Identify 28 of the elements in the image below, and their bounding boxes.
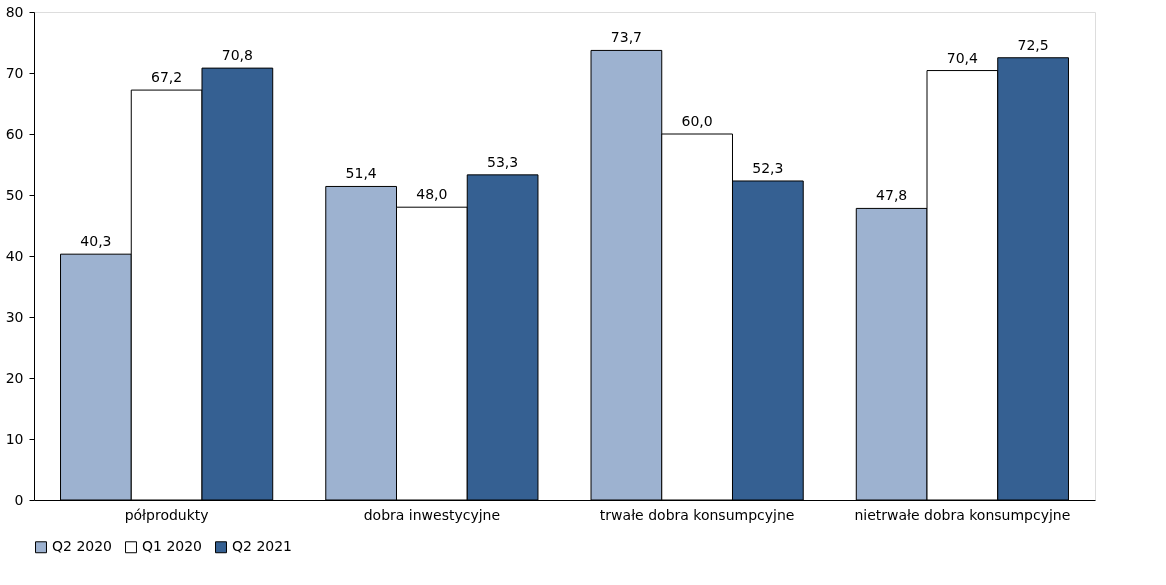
- x-tick-label: trwałe dobra konsumpcyjne: [599, 506, 795, 523]
- data-label: 48,0: [416, 186, 448, 203]
- y-tick-label: 60: [5, 125, 24, 142]
- y-tick-label: 30: [5, 308, 24, 325]
- data-label: 60,0: [681, 113, 713, 129]
- data-label: 73,7: [610, 29, 642, 46]
- data-label: 52,3: [752, 159, 784, 176]
- y-tick-label: 0: [14, 491, 24, 508]
- data-label: 70,4: [946, 49, 979, 66]
- x-tick-label: dobra inwestycyjne: [363, 506, 501, 523]
- x-tick-label: półprodukty: [124, 506, 209, 523]
- y-tick-label: 50: [5, 186, 24, 203]
- y-tick-label: 20: [5, 369, 24, 386]
- legend-label: Q1 2020: [142, 538, 203, 555]
- y-tick-label: 10: [5, 430, 24, 447]
- data-label: 40,3: [80, 233, 112, 250]
- data-label: 53,3: [487, 153, 519, 170]
- data-label: 51,4: [345, 165, 377, 182]
- data-label: 67,2: [151, 69, 183, 86]
- x-tick-label: nietrwałe dobra konsumpcyjne: [854, 506, 1071, 523]
- legend-label: Q2 2021: [232, 538, 293, 555]
- legend-label: Q2 2020: [52, 538, 113, 555]
- data-label: 70,8: [221, 47, 253, 64]
- y-tick-label: 40: [5, 247, 24, 264]
- data-label: 47,8: [876, 187, 908, 204]
- data-label: 72,5: [1017, 36, 1049, 53]
- y-tick-label: 80: [5, 3, 24, 20]
- y-tick-label: 70: [5, 64, 24, 81]
